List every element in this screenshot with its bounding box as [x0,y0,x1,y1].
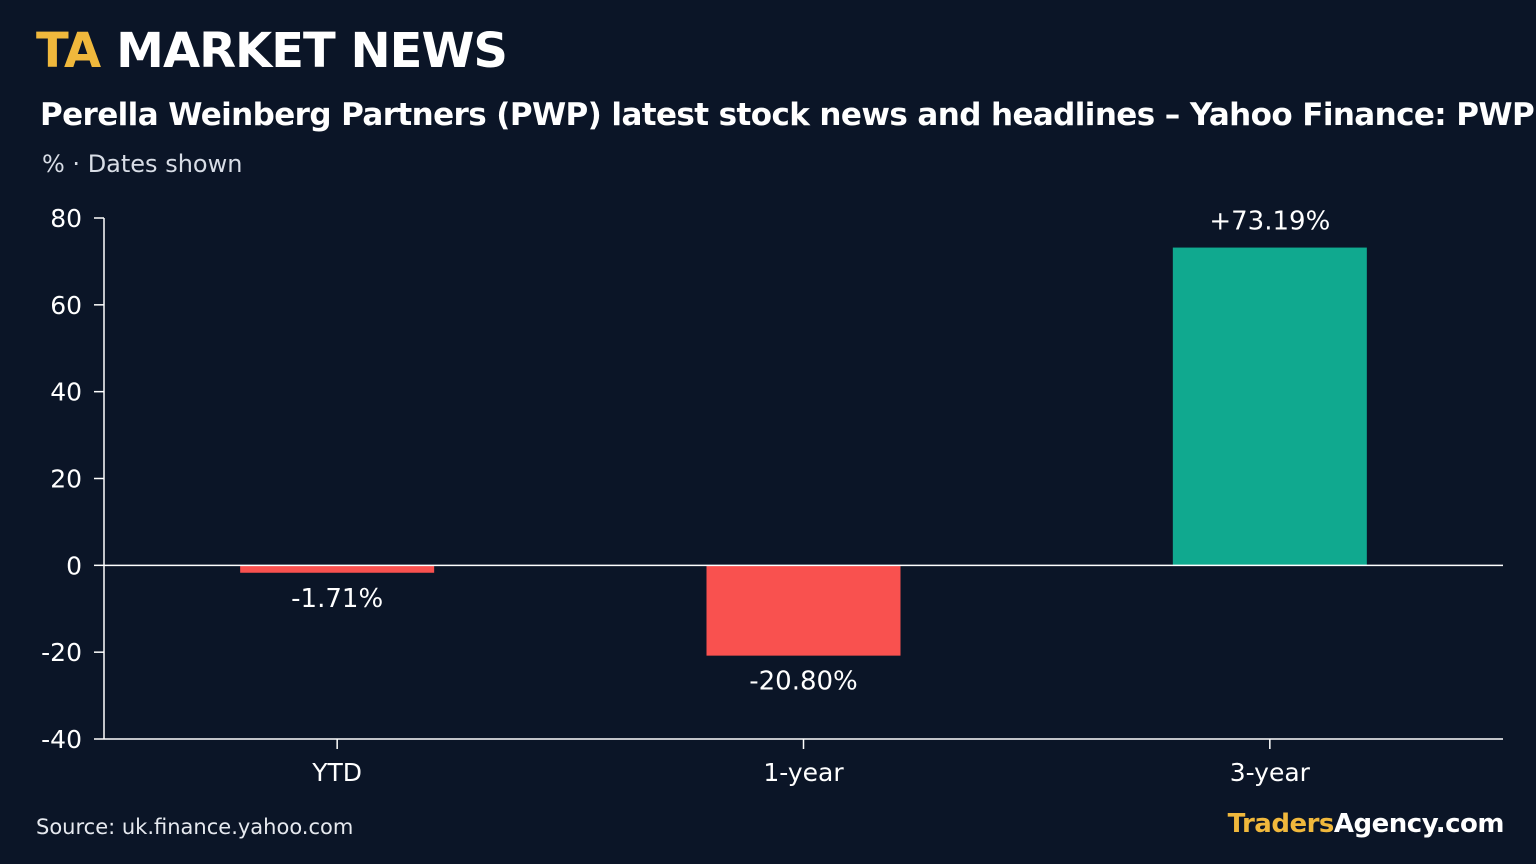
y-tick-label: 20 [50,465,82,494]
brand-logo: TA MARKET NEWS [36,20,508,82]
y-tick-label: 80 [50,204,82,233]
x-tick-label: 1-year [763,758,844,787]
brand-prefix: TA [36,23,101,79]
bar-1-year [706,565,901,656]
brand-name: MARKET NEWS [116,23,508,79]
footer-brand-part2: Agency.com [1333,809,1505,839]
data-label: -20.80% [749,667,858,697]
source-note: Source: uk.finance.yahoo.com [36,815,354,839]
page-title: Perella Weinberg Partners (PWP) latest s… [40,97,1535,133]
chart-subtitle: % · Dates shown [42,150,243,178]
bar-ytd [240,565,435,573]
y-tick-label: -20 [41,638,82,667]
y-tick-label: 0 [66,551,82,580]
x-tick-label: YTD [311,758,362,787]
y-tick-label: 60 [50,291,82,320]
y-tick-label: 40 [50,378,82,407]
footer-brand: TradersAgency.com [1227,806,1505,842]
x-tick-label: 3-year [1230,758,1311,787]
data-label: +73.19% [1209,207,1330,237]
footer-brand-part1: Traders [1227,809,1335,839]
y-tick-label: -40 [41,725,82,754]
data-label: -1.71% [291,584,383,614]
bar-3-year [1172,247,1367,566]
